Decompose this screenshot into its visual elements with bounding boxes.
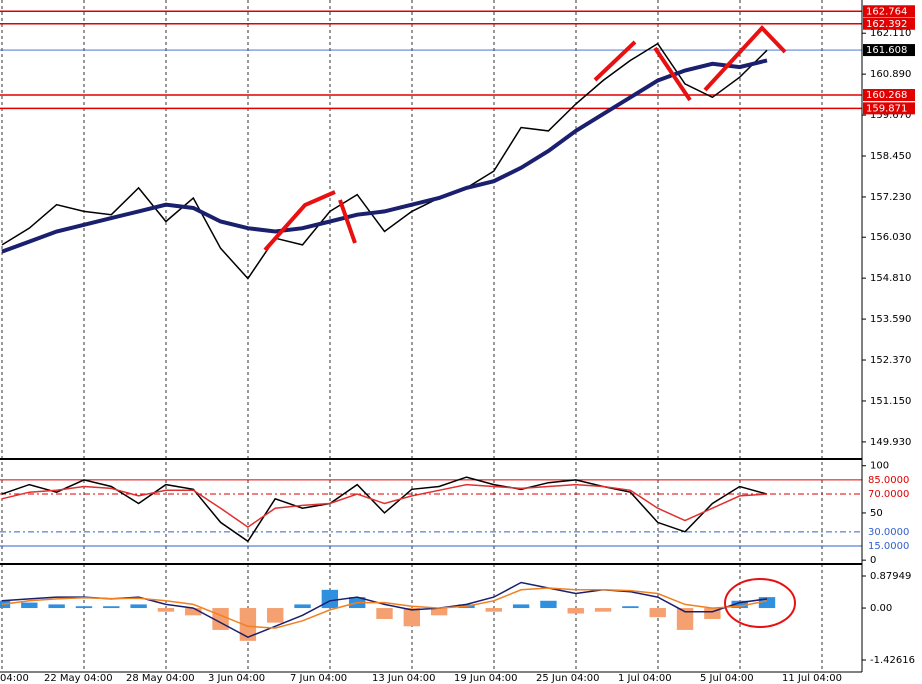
price-label-box <box>863 17 915 30</box>
histogram-bar <box>48 604 65 609</box>
histogram-bar <box>485 608 502 612</box>
histogram-bar <box>731 600 748 609</box>
y-tick-label: 160.890 <box>870 69 911 80</box>
x-tick-label: 3 Jun 04:00 <box>208 673 265 684</box>
histogram-bar <box>75 606 93 609</box>
series-line <box>1 58 768 254</box>
y-tick-label: 149.930 <box>870 437 911 448</box>
histogram-bar <box>321 589 339 609</box>
histogram-bar <box>622 606 639 609</box>
histogram-bar <box>130 604 147 609</box>
y-tick-label: 0 <box>870 555 876 566</box>
x-tick-label: 7 Jun 04:00 <box>290 673 347 684</box>
x-tick-label: 1 Jul 04:00 <box>618 673 672 684</box>
histogram-bar <box>157 608 175 612</box>
y-tick-label: 158.450 <box>870 151 911 162</box>
y-tick-label: -1.42616 <box>870 655 915 666</box>
y-tick-label: 0.87949 <box>870 571 911 582</box>
y-tick-label: 157.230 <box>870 192 911 203</box>
price-label-box <box>863 102 915 115</box>
x-tick-label: 25 Jun 04:00 <box>536 673 600 684</box>
histogram-bar <box>704 608 721 619</box>
price-label: 160.268 <box>866 90 907 101</box>
histogram-bar <box>185 608 202 616</box>
histogram-bar <box>567 608 584 614</box>
arrow <box>653 46 692 102</box>
highlight-circle <box>724 578 796 628</box>
histogram-bar <box>403 608 421 627</box>
arrow <box>263 190 336 252</box>
x-tick-label: 04:00 <box>0 673 29 684</box>
x-tick-label: 22 May 04:00 <box>44 673 113 684</box>
arrow <box>593 40 637 82</box>
x-tick-label: 5 Jul 04:00 <box>700 673 754 684</box>
histogram-bar <box>21 602 38 609</box>
y-tick-label: 50 <box>870 508 883 519</box>
level-label: 70.0000 <box>868 489 909 500</box>
x-tick-label: 13 Jun 04:00 <box>372 673 436 684</box>
price-label: 162.764 <box>866 6 907 17</box>
level-label: 15.0000 <box>868 541 909 552</box>
y-tick-label: 151.150 <box>870 396 911 407</box>
histogram-bar <box>294 604 311 609</box>
level-label: 30.0000 <box>868 527 909 538</box>
price-label: 162.392 <box>866 19 907 30</box>
price-label: 159.871 <box>866 103 907 114</box>
y-tick-label: 159.670 <box>870 110 911 121</box>
annotations <box>263 25 796 628</box>
arrow <box>338 199 357 244</box>
panel-frames <box>0 0 863 673</box>
y-tick-label: 100 <box>870 461 889 472</box>
series-line <box>1 483 768 529</box>
histogram-bar <box>540 600 557 609</box>
x-tick-label: 11 Jul 04:00 <box>782 673 842 684</box>
y-tick-label: 156.030 <box>870 232 911 243</box>
histogram-bar <box>267 608 284 623</box>
price-label-box <box>863 44 915 57</box>
price-label-box <box>863 89 915 102</box>
x-tick-label: 28 May 04:00 <box>126 673 195 684</box>
histogram-bar <box>430 608 448 616</box>
y-tick-label: 0.00 <box>870 603 892 614</box>
series-line <box>1 476 768 543</box>
arrow <box>703 25 787 92</box>
y-tick-label: 153.590 <box>870 314 911 325</box>
histogram-bar <box>649 608 666 618</box>
histogram-bar <box>758 597 776 609</box>
y-tick-label: 152.370 <box>870 355 911 366</box>
series-line <box>1 587 768 629</box>
y-tick-label: 154.810 <box>870 273 911 284</box>
histogram-bar <box>239 608 257 641</box>
histogram-bar <box>594 608 612 612</box>
y-tick-label: 162.110 <box>870 28 911 39</box>
histogram-bar <box>676 608 694 630</box>
histogram-bar <box>512 604 530 609</box>
histogram-bar <box>103 606 120 609</box>
level-label: 85.0000 <box>868 475 909 486</box>
price-label: 161.608 <box>866 45 907 56</box>
series-line <box>1 42 768 280</box>
histogram-bar <box>376 608 393 619</box>
x-tick-label: 19 Jun 04:00 <box>454 673 518 684</box>
price-label-box <box>863 5 915 18</box>
